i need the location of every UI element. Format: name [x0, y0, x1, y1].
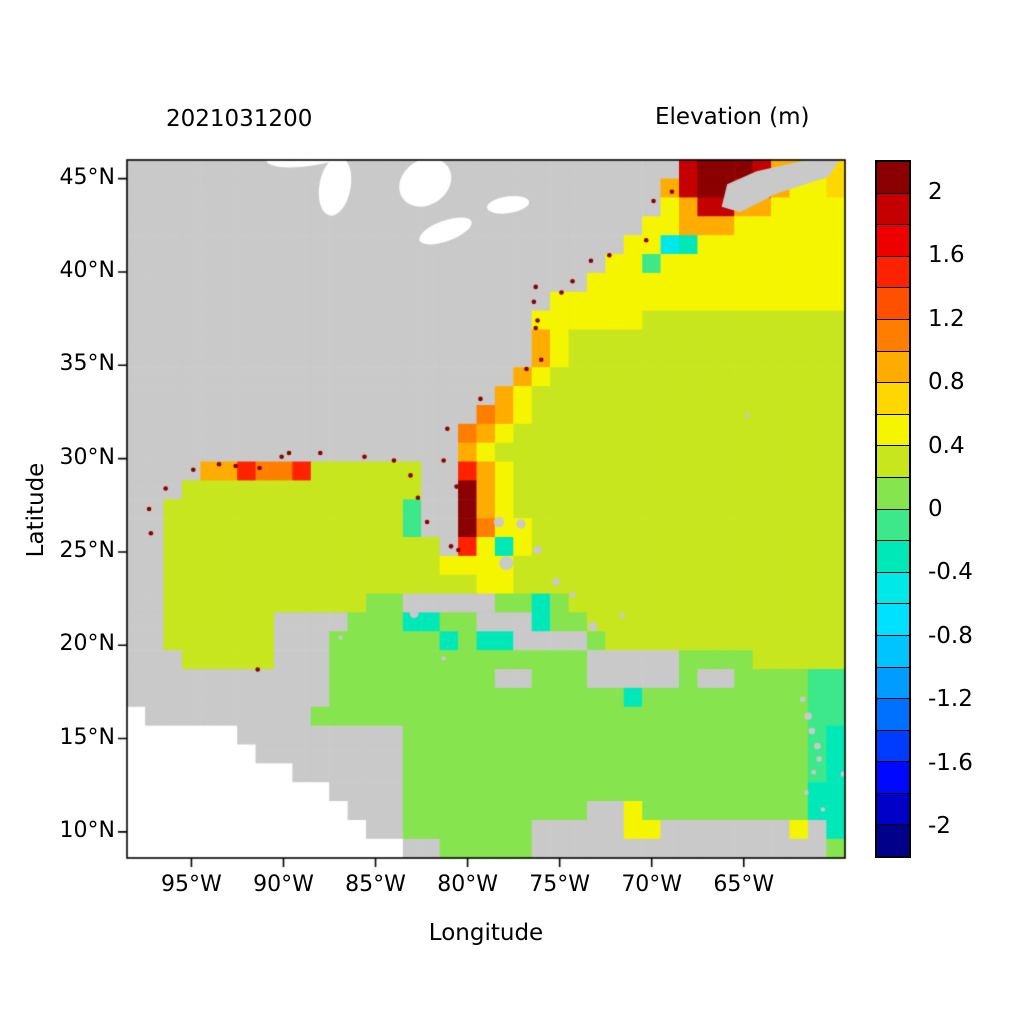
- colorbar-tick-label: 1.6: [928, 242, 965, 269]
- y-tick-label: 40°N: [59, 257, 115, 283]
- colorbar-tick-label: 2: [928, 178, 943, 205]
- colorbar-segment: [877, 414, 909, 447]
- colorbar-segment: [877, 793, 909, 826]
- colorbar: [875, 160, 911, 858]
- colorbar-tick-label: 0.4: [928, 432, 965, 459]
- plot-timestamp: 2021031200: [166, 106, 313, 132]
- colorbar-segment: [877, 225, 909, 257]
- colorbar-tick-label: -1.2: [928, 686, 973, 713]
- x-axis-label: Longitude: [428, 920, 544, 946]
- x-tick-label: 75°W: [529, 872, 591, 897]
- colorbar-segment: [877, 319, 909, 352]
- x-tick-label: 90°W: [253, 872, 314, 897]
- colorbar-segment: [877, 477, 909, 510]
- colorbar-tick-label: -0.4: [928, 559, 973, 586]
- colorbar-segment: [877, 667, 909, 700]
- colorbar-segment: [877, 351, 909, 384]
- colorbar-segment: [877, 604, 909, 636]
- colorbar-segment: [877, 383, 909, 415]
- colorbar-segment: [877, 825, 909, 857]
- y-tick-label: 30°N: [59, 444, 115, 470]
- y-tick-label: 20°N: [59, 631, 115, 657]
- colorbar-tick-label: 0: [928, 496, 943, 522]
- colorbar-tick-label: -1.6: [928, 749, 973, 776]
- colorbar-segment: [877, 509, 909, 542]
- colorbar-segment: [877, 572, 909, 605]
- colorbar-tick-label: 1.2: [928, 305, 965, 332]
- x-tick-label: 65°W: [713, 872, 775, 897]
- colorbar-segment: [877, 635, 909, 668]
- colorbar-segment: [877, 699, 909, 731]
- y-tick-label: 15°N: [59, 724, 115, 750]
- y-tick-label: 45°N: [59, 164, 115, 190]
- colorbar-segment: [877, 762, 909, 794]
- colorbar-segment: [877, 288, 909, 320]
- x-tick-label: 70°W: [621, 872, 683, 897]
- colorbar-tick-label: 0.8: [928, 369, 965, 396]
- colorbar-segment: [877, 446, 909, 478]
- colorbar-segment: [877, 730, 909, 763]
- y-tick-label: 10°N: [59, 817, 115, 843]
- colorbar-tick-label: -0.8: [928, 622, 973, 649]
- x-tick-label: 80°W: [437, 872, 498, 897]
- colorbar-segment: [877, 162, 909, 194]
- y-tick-label: 25°N: [59, 537, 115, 563]
- colorbar-segment: [877, 541, 909, 573]
- colorbar-title: Elevation (m): [655, 104, 810, 130]
- x-tick-label: 85°W: [345, 872, 406, 897]
- x-tick-label: 95°W: [161, 872, 222, 897]
- colorbar-segment: [877, 193, 909, 226]
- colorbar-tick-label: -2: [928, 813, 951, 840]
- y-tick-label: 35°N: [59, 351, 115, 377]
- colorbar-segment: [877, 256, 909, 289]
